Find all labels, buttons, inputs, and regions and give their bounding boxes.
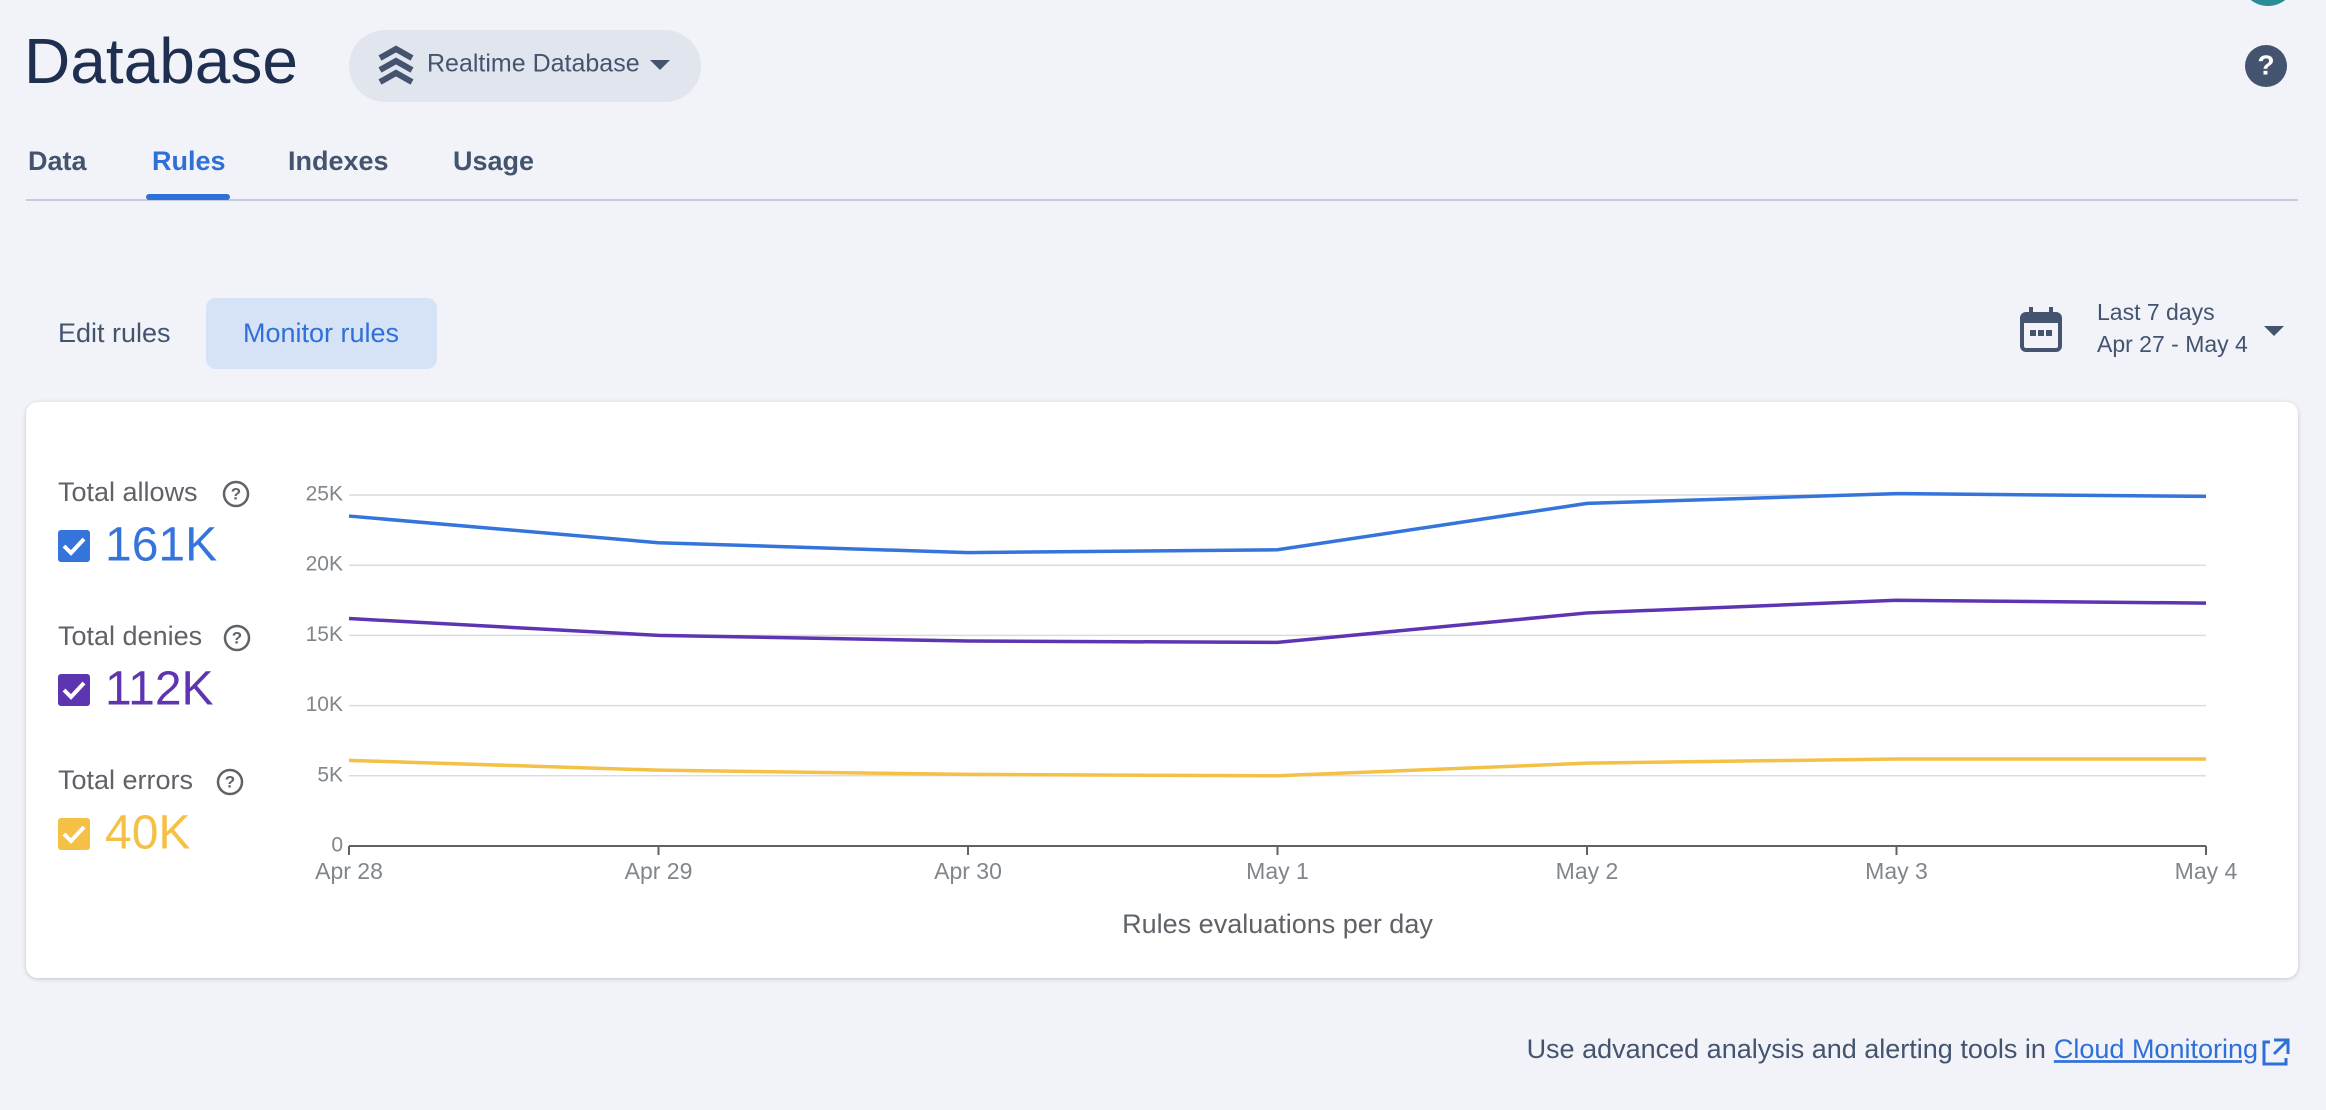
date-range-dates[interactable]: Apr 27 - May 4 — [2097, 331, 2248, 357]
checkmark — [62, 681, 86, 700]
x-tick-label: May 3 — [1865, 858, 1928, 884]
footer-text: Use advanced analysis and alerting tools… — [1527, 1034, 2046, 1064]
legend-total: 40K — [105, 807, 190, 860]
tab[interactable]: Indexes — [288, 146, 389, 176]
date-caret[interactable] — [2264, 326, 2284, 336]
checkmark — [62, 537, 86, 556]
mode-button-active[interactable] — [206, 298, 437, 369]
db-icon — [378, 45, 414, 85]
legend-name: Total allows — [58, 477, 198, 507]
x-tick-label: May 2 — [1556, 858, 1619, 884]
mode-button[interactable]: Edit rules — [58, 318, 171, 348]
x-axis-title: Rules evaluations per day — [1122, 909, 1433, 939]
x-tick-label: May 4 — [2175, 858, 2238, 884]
legend-name: Total denies — [58, 621, 202, 651]
calendar-icon[interactable] — [2020, 307, 2062, 352]
chart-card — [26, 402, 2298, 978]
chart: 0 5K 10K 15K 20K 25K Apr 28 Apr 29 Apr 30 May 1 Ma… — [58, 477, 2238, 939]
legend-name: Total errors — [58, 765, 193, 795]
legend-total: 112K — [105, 663, 214, 716]
checkmark — [62, 825, 86, 844]
tab-active[interactable]: Rules — [152, 146, 226, 176]
y-tick-label: 5K — [317, 763, 343, 786]
footer: Cloud Monitoring Use advanced analysis an… — [1527, 1034, 2290, 1066]
help-mark: ? — [225, 772, 235, 791]
mode-button-label: Monitor rules — [243, 318, 399, 348]
y-tick-label: 20K — [306, 553, 343, 576]
y-tick-label: 15K — [306, 623, 343, 646]
help-icon[interactable] — [223, 624, 251, 652]
series-line — [348, 598, 2207, 645]
legend-checkbox[interactable] — [58, 818, 90, 850]
tab[interactable]: Data — [28, 146, 88, 176]
help-icon: ? — [2257, 49, 2274, 80]
help-button[interactable] — [2245, 45, 2287, 87]
legend-total: 161K — [105, 519, 217, 572]
legend-checkbox[interactable] — [58, 674, 90, 706]
date-range-label[interactable]: Last 7 days — [2097, 299, 2215, 325]
y-tick-label: 10K — [306, 693, 343, 716]
tab[interactable]: Usage — [453, 146, 534, 176]
page-title: Database — [24, 25, 298, 97]
help-mark: ? — [232, 628, 242, 647]
x-tick-label: Apr 30 — [934, 858, 1002, 884]
y-tick-label: 0 — [331, 834, 343, 857]
external-link-icon[interactable] — [2262, 1038, 2290, 1066]
series-line — [348, 491, 2207, 555]
footer-link[interactable]: Cloud Monitoring — [2054, 1034, 2258, 1064]
help-mark: ? — [231, 484, 241, 503]
x-tick-label: Apr 29 — [625, 858, 693, 884]
help-icon[interactable] — [216, 768, 244, 796]
y-tick-label: 25K — [306, 483, 343, 506]
dropdown-caret — [650, 60, 670, 70]
legend-checkbox[interactable] — [58, 530, 90, 562]
series-line — [348, 757, 2206, 778]
db-selector[interactable] — [349, 30, 701, 102]
help-icon[interactable] — [222, 480, 250, 508]
tab-indicator — [146, 194, 230, 200]
db-selector-label: Realtime Database — [427, 50, 640, 78]
avatar[interactable] — [2240, 0, 2296, 6]
x-tick-label: May 1 — [1246, 858, 1309, 884]
x-tick-label: Apr 28 — [315, 858, 383, 884]
